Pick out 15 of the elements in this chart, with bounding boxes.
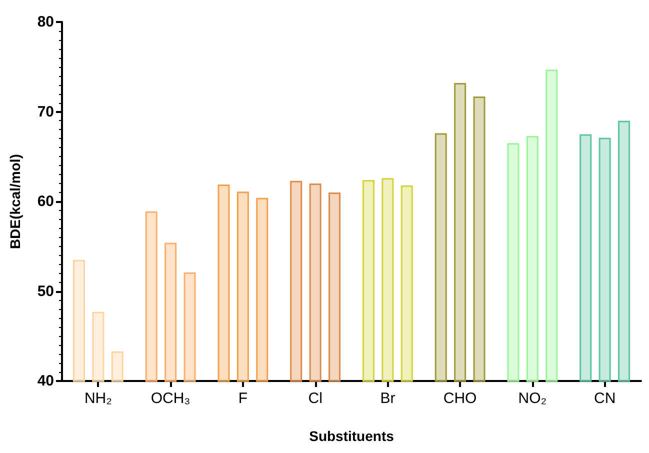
x-tick-label: CN (594, 390, 616, 407)
y-tick-label: 60 (37, 193, 54, 210)
x-tick-label: Br (380, 390, 396, 407)
x-tick-label: NH₂ (84, 390, 112, 407)
x-tick-label: NO₂ (518, 390, 547, 407)
x-axis-title: Substituents (309, 428, 394, 444)
y-tick-label: 50 (37, 282, 54, 300)
x-tick-label: Cl (308, 390, 322, 407)
y-axis-title: BDE(kcal/mol) (7, 154, 23, 249)
x-tick-label: CHO (443, 390, 477, 407)
x-tick-label: OCH₃ (150, 390, 190, 407)
y-tick-label: 80 (37, 14, 54, 30)
y-tick-label: 40 (37, 372, 54, 390)
x-tick-label: F (238, 390, 248, 407)
y-tick-label: 70 (37, 103, 54, 120)
